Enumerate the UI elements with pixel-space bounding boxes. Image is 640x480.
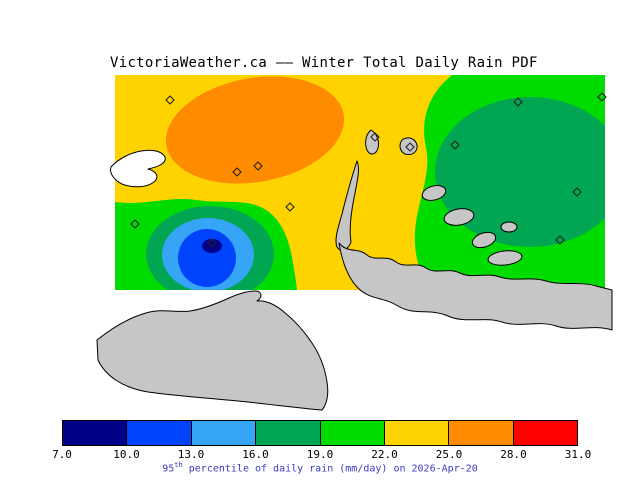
land-southeast-coast — [338, 242, 613, 331]
land-olympic-peninsula — [96, 290, 329, 411]
caption-rest: percentile of daily rain (mm/day) on 202… — [182, 463, 478, 475]
land-layer — [96, 129, 613, 411]
contour-region-right-medium-green — [435, 97, 605, 247]
contour-region-orange-maximum — [165, 76, 345, 184]
station-marker — [572, 187, 582, 197]
colorbar-tick-label: 31.0 — [564, 448, 592, 461]
station-marker — [513, 97, 523, 107]
colorbar-tick-label: 7.0 — [52, 448, 72, 461]
colorbar-tick-label: 16.0 — [242, 448, 269, 461]
station-marker — [165, 95, 175, 105]
station-marker — [597, 92, 607, 102]
land-island-6 — [500, 221, 518, 233]
land-island-7 — [487, 250, 523, 266]
colorbar-segment — [512, 421, 577, 445]
colorbar-segment — [190, 421, 256, 445]
station-marker — [232, 167, 242, 177]
colorbar-tick-label: 25.0 — [435, 448, 463, 461]
colorbar-tick-label: 28.0 — [500, 448, 527, 461]
white-outlined-islet — [110, 149, 166, 188]
land-island-5 — [471, 231, 497, 249]
caption-prefix: 95 — [162, 463, 175, 475]
contour-region-navy-minimum — [202, 239, 222, 253]
station-marker — [450, 140, 460, 150]
land-small-island-2 — [399, 137, 418, 155]
station-marker — [130, 219, 140, 229]
colorbar-segment — [383, 421, 449, 445]
colorbar-tick-label: 22.0 — [371, 448, 398, 461]
colorbar-segment — [255, 421, 320, 445]
chart-title: VictoriaWeather.ca –– Winter Total Daily… — [110, 55, 538, 71]
land-island-3 — [421, 185, 447, 201]
station-marker — [207, 238, 217, 248]
caption: 95th percentile of daily rain (mm/day) o… — [0, 461, 640, 474]
colorbar — [62, 420, 578, 446]
land-island-4 — [443, 208, 475, 226]
colorbar-segment — [126, 421, 191, 445]
station-marker — [555, 235, 565, 245]
station-marker — [405, 142, 415, 152]
caption-superscript: th — [174, 461, 183, 469]
colorbar-segment — [63, 421, 127, 445]
contour-region-blue — [178, 229, 236, 287]
colorbar-ticks: 7.0 10.0 13.0 16.0 19.0 22.0 25.0 28.0 31.0 — [52, 448, 591, 462]
station-marker — [253, 161, 263, 171]
station-marker — [370, 132, 380, 142]
colorbar-tick-label: 10.0 — [113, 448, 140, 461]
land-small-island-1 — [365, 129, 379, 155]
station-markers — [130, 92, 607, 248]
colorbar-tick-label: 19.0 — [306, 448, 334, 461]
station-marker — [285, 202, 295, 212]
colorbar-segment — [448, 421, 513, 445]
colorbar-tick-label: 13.0 — [177, 448, 205, 461]
colorbar-segment — [319, 421, 384, 445]
